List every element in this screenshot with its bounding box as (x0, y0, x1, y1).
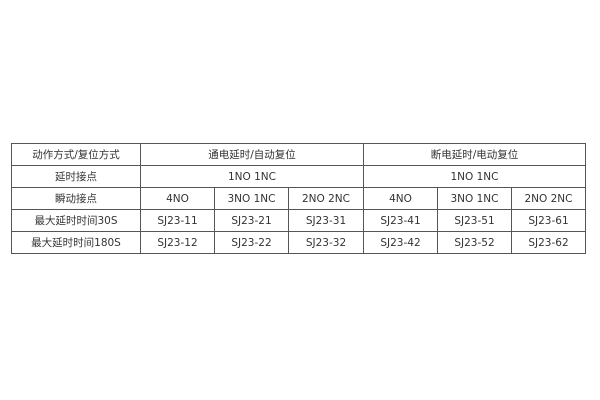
row-header: 最大延时时间30S (11, 209, 141, 232)
table-cell: 4NO (363, 187, 438, 210)
table-cell: SJ23-12 (140, 231, 215, 254)
table-cell: 3NO 1NC (437, 187, 512, 210)
table-cell: SJ23-21 (214, 209, 289, 232)
table-cell: 2NO 2NC (511, 187, 586, 210)
row-header: 瞬动接点 (11, 187, 141, 210)
table-cell: SJ23-22 (214, 231, 289, 254)
table-cell: SJ23-41 (363, 209, 438, 232)
table-cell: 3NO 1NC (214, 187, 289, 210)
table-cell: SJ23-42 (363, 231, 438, 254)
row-header: 延时接点 (11, 165, 141, 188)
table-row: 最大延时时间180S SJ23-12 SJ23-22 SJ23-32 SJ23-… (11, 231, 586, 254)
table-cell: SJ23-32 (288, 231, 364, 254)
table-cell: SJ23-51 (437, 209, 512, 232)
table-cell: SJ23-62 (511, 231, 586, 254)
table-row: 动作方式/复位方式 通电延时/自动复位 断电延时/电动复位 (11, 143, 586, 166)
table-cell: 1NO 1NC (140, 165, 364, 188)
table-cell: SJ23-11 (140, 209, 215, 232)
table-cell: SJ23-52 (437, 231, 512, 254)
table-cell: 2NO 2NC (288, 187, 364, 210)
table-cell: SJ23-31 (288, 209, 364, 232)
table-row: 最大延时时间30S SJ23-11 SJ23-21 SJ23-31 SJ23-4… (11, 209, 586, 232)
table-cell: 1NO 1NC (363, 165, 586, 188)
model-table: 动作方式/复位方式 通电延时/自动复位 断电延时/电动复位 延时接点 1NO 1… (11, 143, 586, 254)
table-row: 延时接点 1NO 1NC 1NO 1NC (11, 165, 586, 188)
group-header: 通电延时/自动复位 (140, 143, 364, 166)
table-cell: SJ23-61 (511, 209, 586, 232)
table-cell: 4NO (140, 187, 215, 210)
row-header: 动作方式/复位方式 (11, 143, 141, 166)
row-header: 最大延时时间180S (11, 231, 141, 254)
group-header: 断电延时/电动复位 (363, 143, 586, 166)
table-row: 瞬动接点 4NO 3NO 1NC 2NO 2NC 4NO 3NO 1NC 2NO… (11, 187, 586, 210)
